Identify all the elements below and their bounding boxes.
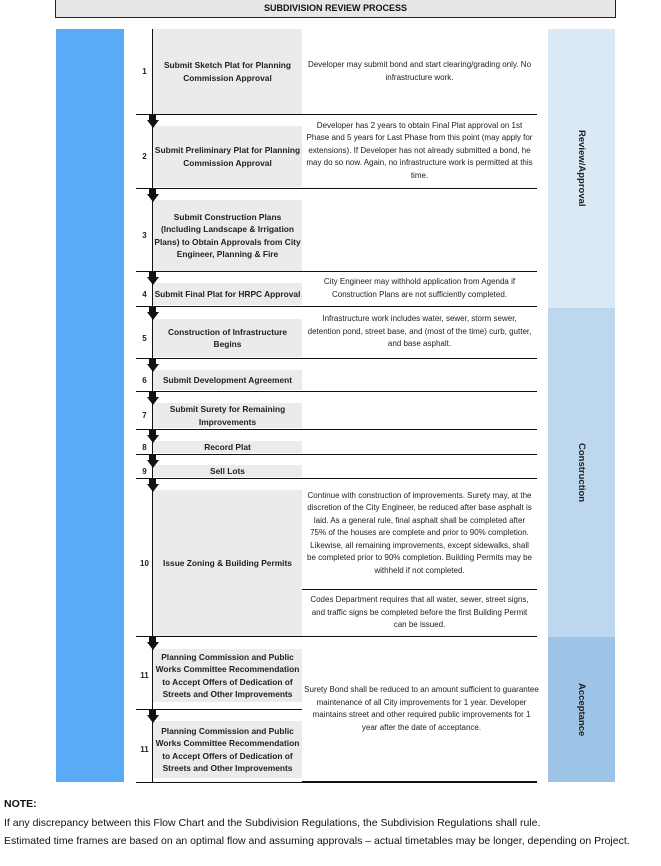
page-title: SUBDIVISION REVIEW PROCESS bbox=[55, 0, 616, 18]
step-description: Continue with construction of improvemen… bbox=[302, 478, 537, 590]
arrow-down-icon bbox=[147, 312, 159, 320]
process-step-row: 4 Submit Final Plat for HRPC Approval City… bbox=[136, 271, 537, 307]
step-description: Developer has 2 years to obtain Final Pl… bbox=[306, 120, 533, 180]
step-title: Submit Development Agreement bbox=[153, 370, 302, 390]
arrow-down-icon bbox=[147, 364, 159, 372]
process-step-row: 11 Planning Commission and Public Works C… bbox=[136, 709, 537, 783]
phase-review-approval: Review/Approval bbox=[548, 29, 615, 308]
process-step-row: 8 Record Plat bbox=[136, 429, 537, 455]
step-number: 1 bbox=[142, 67, 147, 76]
arrow-down-icon bbox=[147, 715, 159, 723]
arrow-shaft bbox=[149, 710, 156, 715]
left-color-bar bbox=[56, 29, 124, 782]
step-number: 11 bbox=[140, 745, 149, 754]
arrow-down-icon bbox=[147, 642, 159, 650]
step-title: Construction of Infrastructure Begins bbox=[153, 319, 302, 357]
step-title: Submit Sketch Plat for Planning Commissi… bbox=[153, 29, 302, 114]
arrow-down-icon bbox=[147, 397, 159, 405]
arrow-down-icon bbox=[147, 120, 159, 128]
step-description: City Engineer may withhold application f… bbox=[323, 277, 516, 299]
arrow-shaft bbox=[149, 359, 156, 364]
step-number: 6 bbox=[142, 375, 147, 385]
step-number: 2 bbox=[142, 152, 147, 161]
arrow-shaft bbox=[149, 479, 156, 484]
step-title: Sell Lots bbox=[153, 465, 302, 477]
arrow-shaft bbox=[149, 430, 156, 435]
process-step-row: 11 Planning Commission and Public Works C… bbox=[136, 636, 539, 732]
arrow-down-icon bbox=[147, 484, 159, 492]
step-number: 4 bbox=[142, 289, 147, 299]
flow-line bbox=[152, 29, 154, 782]
step-number: 7 bbox=[142, 411, 147, 420]
step-number: 11 bbox=[140, 671, 149, 680]
step-number: 5 bbox=[142, 333, 147, 343]
phase-label: Acceptance bbox=[576, 682, 587, 737]
phase-construction: Construction bbox=[548, 308, 615, 637]
note: NOTE: If any discrepancy between this Fl… bbox=[4, 795, 661, 851]
phase-label: Review/Approval bbox=[576, 130, 587, 207]
step-title: Submit Preliminary Plat for Planning Com… bbox=[153, 126, 302, 187]
step-title: Planning Commission and Public Works Com… bbox=[153, 649, 302, 702]
step-number: 9 bbox=[142, 466, 147, 476]
arrow-down-icon bbox=[147, 460, 159, 468]
process-step-row: 1 Submit Sketch Plat for Planning Commiss… bbox=[136, 29, 537, 115]
step-number: 3 bbox=[142, 231, 147, 240]
arrow-down-icon bbox=[147, 435, 159, 443]
process-step-row: 9 Sell Lots bbox=[136, 454, 537, 479]
arrow-down-icon bbox=[147, 277, 159, 285]
step-title: Issue Zoning & Building Permits bbox=[153, 490, 302, 636]
note-heading: NOTE: bbox=[4, 798, 37, 810]
step-title: Submit Final Plat for HRPC Approval bbox=[153, 283, 302, 305]
note-line: If any discrepancy between this Flow Cha… bbox=[4, 816, 541, 829]
process-step-row: 5 Construction of Infrastructure Begins In… bbox=[136, 306, 537, 359]
arrow-shaft bbox=[149, 455, 156, 460]
step-title: Submit Construction Plans (Including Lan… bbox=[153, 200, 302, 271]
step-description: Codes Department requires that all water… bbox=[310, 595, 529, 630]
process-step-row: 2 Submit Preliminary Plat for Planning Co… bbox=[136, 114, 537, 189]
step-title: Submit Surety for Remaining Improvements bbox=[153, 403, 302, 428]
step-number: 8 bbox=[142, 442, 147, 452]
process-step-row: 3 Submit Construction Plans (Including La… bbox=[136, 188, 537, 272]
arrow-shaft bbox=[149, 115, 156, 120]
arrow-shaft bbox=[149, 392, 156, 397]
step-description: Surety Bond shall be reduced to an amoun… bbox=[304, 685, 539, 732]
process-step-row: 7 Submit Surety for Remaining Improvement… bbox=[136, 391, 537, 430]
process-step-row: 6 Submit Development Agreement bbox=[136, 358, 537, 392]
arrow-down-icon bbox=[147, 194, 159, 202]
process-step-row: 10 Issue Zoning & Building Permits Continu… bbox=[136, 478, 537, 637]
step-number: 10 bbox=[140, 558, 149, 568]
step-description: Developer may submit bond and start clea… bbox=[307, 60, 532, 82]
divider bbox=[302, 781, 537, 783]
phase-acceptance: Acceptance bbox=[548, 637, 615, 782]
step-title: Planning Commission and Public Works Com… bbox=[153, 721, 302, 778]
arrow-shaft bbox=[149, 272, 156, 277]
step-description: Infrastructure work includes water, sewe… bbox=[307, 314, 532, 349]
arrow-shaft bbox=[149, 307, 156, 312]
step-title: Record Plat bbox=[153, 441, 302, 453]
note-line: Estimated time frames are based on an op… bbox=[4, 835, 630, 847]
phase-label: Construction bbox=[576, 442, 587, 503]
arrow-shaft bbox=[149, 637, 156, 642]
arrow-shaft bbox=[149, 189, 156, 194]
